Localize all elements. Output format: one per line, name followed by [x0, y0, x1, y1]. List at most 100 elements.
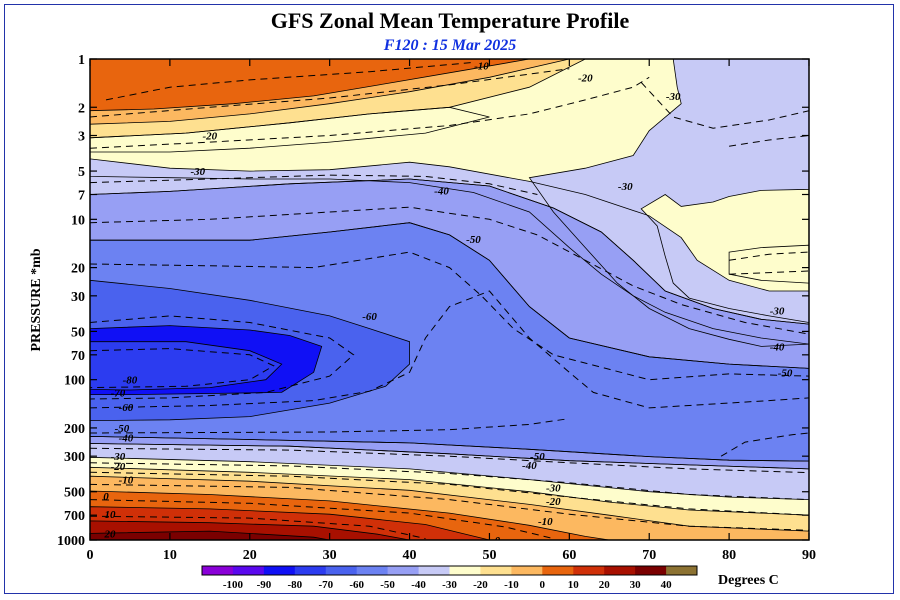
x-tick-label: 0 [87, 548, 94, 563]
band-30-to-40 [90, 531, 330, 540]
x-tick-label: 30 [323, 548, 337, 563]
isotherm-outline [90, 530, 330, 540]
y-tick-label: 70 [71, 349, 85, 364]
colorbar-tick-label: -40 [411, 579, 426, 591]
colorbar-tick-label: 10 [568, 579, 580, 591]
colorbar-swatch [449, 566, 481, 575]
colorbar-swatch [325, 566, 358, 575]
contour-label: -80 [123, 375, 138, 387]
isotherm-outline [90, 475, 809, 540]
colorbar-swatch [418, 566, 450, 575]
colorbar-swatch [542, 566, 574, 575]
dashed-isotherm [105, 61, 474, 101]
y-tick-label: 10 [71, 213, 85, 228]
colorbar-swatch [666, 566, 698, 575]
contour-label: -30 [191, 166, 206, 178]
y-tick-label: 1 [78, 53, 85, 68]
y-tick-label: 3 [78, 129, 85, 144]
colorbar-tick-label: 0 [540, 579, 546, 591]
dashed-isotherm [90, 315, 355, 400]
colorbar-swatch [232, 566, 265, 575]
colorbar-tick-label: -10 [504, 579, 519, 591]
contour-label: 0 [495, 535, 501, 547]
contour-label: -10 [538, 516, 553, 528]
y-tick-label: 30 [71, 290, 85, 305]
y-tick-label: 200 [64, 422, 85, 437]
contour-label: -20 [578, 72, 593, 84]
colorbar-label: Degrees C [718, 573, 779, 588]
chart-title: GFS Zonal Mean Temperature Profile [270, 8, 630, 33]
colorbar-tick-label: -100 [223, 579, 244, 591]
y-tick-label: 7 [78, 188, 85, 203]
y-tick-label: 5 [78, 165, 85, 180]
colorbar-swatch [511, 566, 543, 575]
isotherm-outline [90, 466, 809, 540]
band-minus-40-to-minus-30 [90, 158, 809, 325]
contour-label: -40 [119, 433, 134, 445]
dashed-isotherm [90, 174, 538, 195]
y-axis-label: PRESSURE *mb [29, 248, 44, 351]
colorbar-tick-label: -90 [257, 579, 272, 591]
contour-label: 0 [103, 491, 109, 503]
colorbar-swatch [202, 566, 234, 575]
dashed-isotherm [90, 251, 809, 381]
plot-border [89, 58, 810, 541]
colorbar-swatch [294, 566, 327, 575]
dashed-isotherm [90, 290, 809, 409]
contour-label: -20 [202, 130, 217, 142]
band-minus-20-pocket-right [729, 245, 809, 284]
isotherm-outline [90, 59, 809, 345]
colorbar-tick-label: -50 [380, 579, 395, 591]
chart-frame [4, 4, 894, 594]
isotherm-outline [90, 341, 283, 391]
isotherm-outline [90, 443, 809, 540]
y-tick-label: 100 [64, 374, 85, 389]
isotherm-outline [90, 456, 809, 540]
colorbar-border [201, 565, 698, 576]
dashed-isotherm [729, 135, 809, 147]
contour-label: -30 [546, 482, 561, 494]
isotherm-outline [528, 59, 809, 347]
dashed-isotherm [90, 68, 570, 118]
colorbar-swatch [387, 566, 419, 575]
y-tick-label: 500 [64, 486, 85, 501]
contour-label: -50 [778, 367, 793, 379]
contour-label: -50 [530, 451, 545, 463]
chart-subtitle: F120 : 15 Mar 2025 [383, 37, 517, 54]
y-tick-label: 2 [78, 101, 85, 116]
band-minus-50-to-minus-40-low [90, 436, 809, 469]
band-minus-30-upper-right [529, 59, 809, 347]
isotherm-outline [90, 520, 410, 540]
colorbar-swatch [356, 566, 389, 575]
dashed-isotherm [90, 499, 554, 540]
contour-label: -50 [115, 423, 130, 435]
isotherm-outline [90, 506, 490, 540]
dashed-isotherm [729, 251, 809, 261]
contour-label: -60 [362, 311, 377, 323]
contour-label: -10 [474, 61, 489, 73]
isotherm-outline [90, 490, 610, 540]
isotherm-outline [90, 59, 530, 112]
contour-label: -20 [111, 461, 126, 473]
x-tick-label: 80 [722, 548, 736, 563]
contour-label: 10 [104, 509, 116, 521]
colorbar-swatch [263, 566, 296, 575]
contour-label: -30 [111, 451, 126, 463]
dashed-isotherm [90, 418, 570, 434]
colorbar-tick-label: -80 [287, 579, 302, 591]
isotherm-outline [90, 279, 410, 422]
contour-label: -40 [522, 460, 537, 472]
x-tick-label: 60 [562, 548, 576, 563]
y-tick-label: 700 [64, 509, 85, 524]
x-tick-label: 20 [243, 548, 257, 563]
contour-label: -10 [119, 475, 134, 487]
dashed-isotherm [90, 515, 426, 540]
colorbar-tick-label: -60 [349, 579, 364, 591]
band-top-0 [90, 59, 530, 111]
y-tick-label: 20 [71, 262, 85, 277]
plot-area: -10-20-30-20-30-40 -30-50-60 -30-40-50-80-… [90, 59, 809, 547]
colorbar-swatch [480, 566, 512, 575]
contour-label: -30 [618, 181, 633, 193]
colorbar-swatch [604, 566, 636, 575]
